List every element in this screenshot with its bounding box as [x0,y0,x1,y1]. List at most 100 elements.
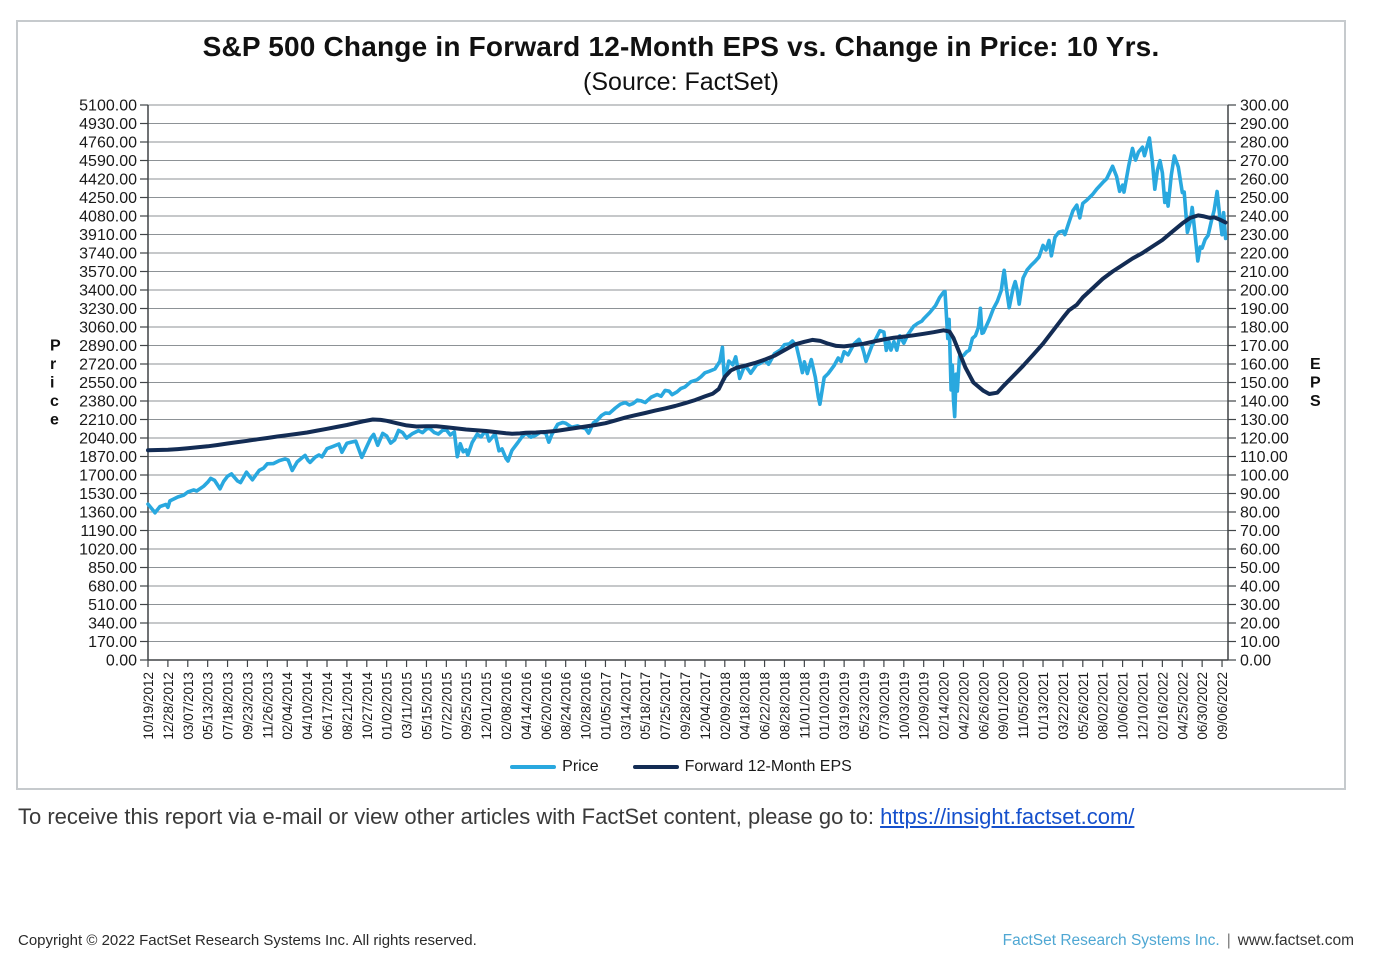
y-right-tick-label: 160.00 [1240,357,1289,374]
y-left-tick-label: 2210.00 [79,412,137,429]
x-tick-label: 08/24/2016 [559,672,574,740]
y-right-tick-label: 290.00 [1240,116,1289,133]
x-tick-label: 07/25/2017 [658,672,673,740]
y-left-tick-label: 4250.00 [79,190,137,207]
y-right-tick-label: 90.00 [1240,486,1280,503]
y-left-tick-label: 3230.00 [79,301,137,318]
x-tick-label: 01/02/2015 [380,672,395,740]
x-tick-label: 03/11/2015 [400,672,415,739]
x-tick-label: 09/25/2015 [459,672,474,740]
x-tick-label: 02/04/2014 [280,672,295,740]
x-tick-label: 09/06/2022 [1215,672,1230,740]
x-tick-label: 05/18/2017 [638,672,653,740]
y-right-tick-label: 130.00 [1240,412,1289,429]
x-tick-label: 10/28/2016 [579,672,594,740]
x-tick-label: 02/09/2018 [718,672,733,740]
insight-link[interactable]: https://insight.factset.com/ [880,804,1135,829]
legend-label: Price [562,758,599,775]
x-tick-label: 06/17/2014 [320,672,335,740]
y-right-tick-label: 100.00 [1240,468,1289,485]
x-tick-label: 07/18/2013 [221,672,236,740]
axis-title-letter: E [1310,356,1321,373]
chart-subtitle: (Source: FactSet) [583,68,779,96]
y-right-tick-label: 190.00 [1240,301,1289,318]
x-tick-label: 02/16/2022 [1155,672,1170,740]
x-tick-label: 03/22/2021 [1056,672,1071,740]
x-tick-label: 12/28/2012 [161,672,176,740]
x-tick-label: 03/19/2019 [837,672,852,740]
chart-canvas: 0.00 0.00 170.00 10.00 340.00 20.00 510.00 30.0… [50,98,1321,740]
y-left-tick-label: 2720.00 [79,357,137,374]
copyright-text: Copyright © 2022 FactSet Research System… [18,932,477,949]
chart-legend: Price Forward 12-Month EPS [18,758,1344,776]
y-right-tick-label: 70.00 [1240,523,1280,540]
x-tick-label: 12/01/2015 [479,672,494,740]
x-tick-label: 04/22/2020 [956,672,971,740]
x-tick-label: 10/27/2014 [360,672,375,740]
y-left-tick-label: 2890.00 [79,338,137,355]
y-right-tick-label: 300.00 [1240,98,1289,115]
y-left-tick-label: 3400.00 [79,283,137,300]
x-tick-label: 06/20/2016 [539,672,554,740]
y-left-tick-label: 1190.00 [80,523,137,540]
y-left-tick-label: 0.00 [106,653,137,670]
y-right-tick-label: 240.00 [1240,209,1289,226]
y-left-tick-label: 2040.00 [79,431,137,448]
chart-panel: S&P 500 Change in Forward 12-Month EPS v… [16,20,1346,790]
x-tick-label: 06/22/2018 [758,672,773,740]
y-left-tick-label: 1700.00 [79,468,137,485]
y-left-tick-label: 340.00 [88,616,137,633]
y-right-tick-label: 60.00 [1240,542,1280,559]
y-right-tick-label: 220.00 [1240,246,1289,263]
y-right-tick-label: 50.00 [1240,560,1280,577]
x-tick-label: 12/10/2021 [1135,672,1150,740]
legend-label: Forward 12-Month EPS [684,758,852,775]
y-left-tick-label: 2380.00 [79,394,137,411]
y-left-tick-label: 4080.00 [79,209,137,226]
x-tick-label: 11/26/2013 [260,672,275,739]
footer-website: www.factset.com [1237,932,1354,949]
y-right-tick-label: 0.00 [1240,653,1271,670]
x-tick-label: 03/07/2013 [181,672,196,740]
y-right-tick-label: 170.00 [1240,338,1289,355]
y-left-tick-label: 1870.00 [79,449,137,466]
x-tick-label: 06/30/2022 [1195,672,1210,740]
y-right-tick-label: 210.00 [1240,264,1289,281]
y-left-tick-label: 3740.00 [79,246,137,263]
axis-title-letter: P [1310,375,1321,392]
y-left-tick-label: 3910.00 [79,227,137,244]
x-tick-label: 11/01/2018 [797,672,812,739]
axis-title-letter: P [50,338,61,355]
y-left-tick-label: 850.00 [88,560,137,577]
legend-line-swatch [510,765,557,769]
x-tick-label: 04/18/2018 [738,672,753,740]
y-left-tick-label: 1360.00 [79,505,137,522]
x-tick-label: 01/13/2021 [1036,672,1051,740]
y-left-tick-label: 2550.00 [79,375,137,392]
legend-item: Price [510,758,599,776]
footer-separator: | [1226,932,1231,949]
y-left-tick-label: 4590.00 [79,153,137,170]
x-tick-label: 04/10/2014 [300,672,315,740]
x-tick-label: 02/08/2016 [499,672,514,740]
y-right-tick-label: 40.00 [1240,579,1280,596]
y-right-tick-label: 200.00 [1240,283,1289,300]
y-right-tick-label: 80.00 [1240,505,1280,522]
x-tick-label: 05/13/2013 [201,672,216,740]
y-right-tick-label: 260.00 [1240,172,1289,189]
axis-title-letter: c [50,393,59,410]
x-tick-label: 02/14/2020 [937,672,952,740]
x-tick-label: 10/06/2021 [1116,672,1131,740]
y-left-tick-label: 4930.00 [79,116,137,133]
footer-links: FactSet Research Systems Inc. | www.factse… [1003,932,1354,950]
x-tick-label: 07/30/2019 [877,672,892,740]
footer-company-link[interactable]: FactSet Research Systems Inc. [1002,932,1220,949]
y-left-tick-label: 1530.00 [79,486,137,503]
x-tick-label: 09/28/2017 [678,672,693,740]
eps-line [146,213,1228,453]
x-tick-label: 03/14/2017 [618,672,633,740]
x-tick-label: 08/21/2014 [340,672,355,740]
x-tick-label: 12/04/2017 [698,672,713,740]
x-tick-label: 09/01/2020 [996,672,1011,740]
y-right-tick-label: 10.00 [1240,634,1280,651]
